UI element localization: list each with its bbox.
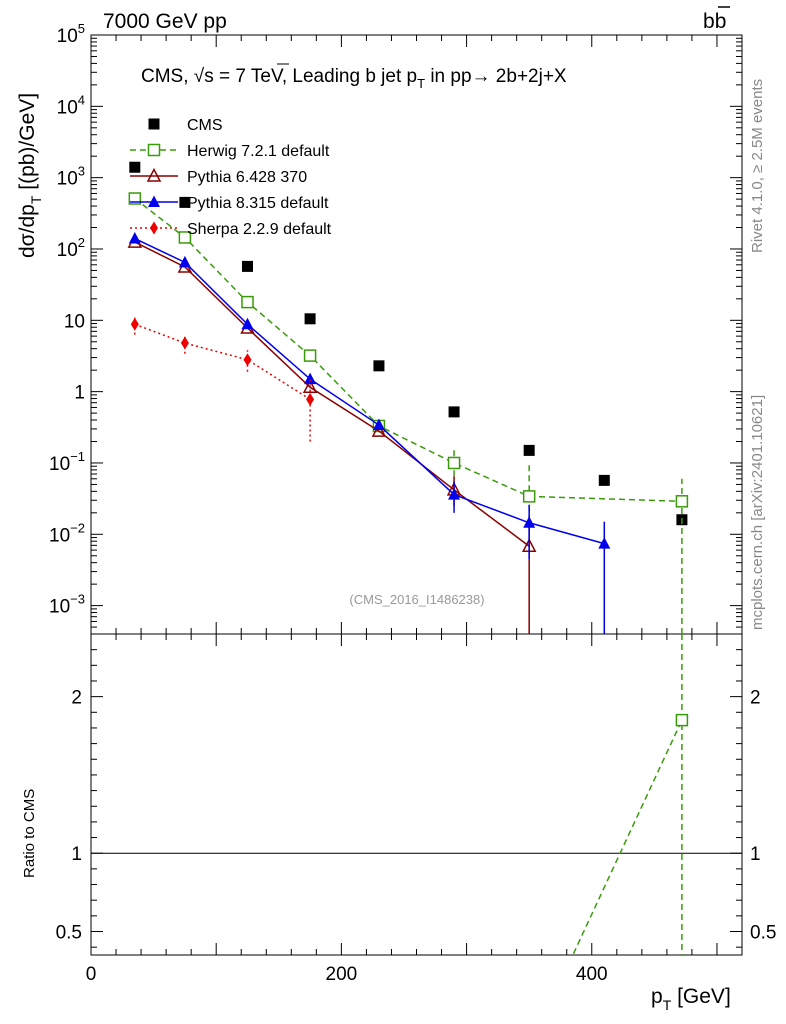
x-axis-label: pT [GeV] (651, 985, 731, 1013)
data-point-pythia-8-315-default (128, 232, 141, 244)
y-tick-label: 1 (74, 383, 85, 404)
data-point-herwig-7-2-1-default (447, 456, 461, 470)
data-point-pythia-8-315-default (304, 372, 317, 385)
ratio-y-tick-label-right: 0.5 (750, 923, 776, 944)
analysis-watermark: (CMS_2016_I1486238) (349, 592, 484, 607)
legend-marker-pythia-6-428-370 (146, 167, 162, 182)
data-point-herwig-7-2-1-default (675, 495, 689, 508)
data-point-cms (241, 260, 253, 272)
y-tick-label: 10 (64, 311, 85, 332)
y-tick-label: 10−1 (49, 449, 85, 475)
data-point-pythia-8-315-default (241, 317, 254, 330)
data-point-cms (129, 161, 141, 173)
y-tick-label: 105 (57, 21, 85, 47)
y-tick-label: 102 (57, 235, 85, 261)
data-point-pythia-8-315-default (372, 418, 385, 431)
ratio-point-herwig-7-2-1-default (675, 713, 689, 727)
series-line-herwig-7-2-1-default (134, 197, 682, 503)
legend-marker-herwig-7-2-1-default (147, 143, 161, 157)
data-point-cms (304, 313, 316, 325)
ratio-line-herwig-7-2-1-default (572, 719, 683, 955)
data-point-cms (598, 474, 610, 486)
legend-marker-cms (148, 118, 160, 130)
y-tick-label: 104 (57, 92, 85, 118)
data-point-pythia-8-315-default (598, 537, 611, 549)
data-point-sherpa-2-2-9-default (130, 317, 139, 331)
data-point-sherpa-2-2-9-default (180, 336, 189, 350)
header-right-bar: b (715, 10, 727, 33)
legend-marker-sherpa-2-2-9-default (150, 221, 158, 235)
y-tick-label: 10−2 (49, 520, 85, 546)
ratio-y-tick-label: 2 (71, 688, 82, 709)
ratio-y-tick-label-right: 2 (750, 688, 761, 709)
data-point-cms (373, 360, 385, 372)
data-point-cms (448, 406, 460, 418)
side-label-mcplots: mcplots.cern.ch [arXiv:2401.10621] (749, 395, 766, 630)
header-left-label: 7000 GeV pp (103, 10, 227, 33)
x-tick-label: 400 (576, 964, 608, 985)
data-point-herwig-7-2-1-default (241, 295, 254, 309)
data-point-pythia-8-315-default (448, 488, 461, 500)
data-point-sherpa-2-2-9-default (306, 392, 315, 406)
data-point-pythia-6-428-370 (302, 379, 318, 394)
legend-label-pythia-8-315-default: Pythia 8.315 default (187, 195, 329, 212)
legend-label-herwig-7-2-1-default: Herwig 7.2.1 default (187, 143, 330, 160)
series-line-pythia-8-315-default (134, 237, 605, 545)
data-point-sherpa-2-2-9-default (243, 353, 252, 367)
ratio-y-axis-label: Ratio to CMS (21, 789, 38, 878)
data-point-cms (523, 444, 535, 456)
ratio-y-tick-label: 0.5 (56, 923, 82, 944)
data-point-pythia-8-315-default (178, 255, 191, 268)
data-point-herwig-7-2-1-default (303, 349, 317, 362)
y-tick-label: 103 (57, 164, 85, 190)
ratio-y-tick-label-right: 1 (750, 844, 761, 865)
side-label-rivet: Rivet 4.1.0, ≥ 2.5M events (749, 79, 766, 253)
x-tick-label: 200 (326, 964, 358, 985)
data-point-herwig-7-2-1-default (178, 231, 192, 244)
data-point-herwig-7-2-1-default (128, 192, 142, 205)
ratio-y-tick-label: 1 (71, 844, 82, 865)
data-point-pythia-6-428-370 (371, 422, 387, 437)
data-point-pythia-8-315-default (523, 516, 536, 528)
legend-marker-pythia-8-315-default (148, 195, 160, 207)
legend-label-pythia-6-428-370: Pythia 6.428 370 (187, 169, 307, 186)
data-point-herwig-7-2-1-default (522, 490, 536, 503)
legend-label-cms: CMS (187, 117, 223, 134)
legend-label-sherpa-2-2-9-default: Sherpa 2.2.9 default (187, 221, 332, 238)
ratio-plot-frame (90, 633, 743, 956)
y-axis-label: dσ/dpT [(pb)/GeV] (16, 93, 44, 258)
x-tick-label: 0 (86, 964, 97, 985)
y-tick-label: 10−3 (49, 592, 85, 618)
data-point-cms (179, 196, 191, 208)
chart-title: CMS, √s = 7 TeV, Leading b jet pT in pp→… (141, 66, 567, 91)
header-right-label: bb (703, 10, 726, 33)
series-line-sherpa-2-2-9-default (134, 323, 311, 400)
